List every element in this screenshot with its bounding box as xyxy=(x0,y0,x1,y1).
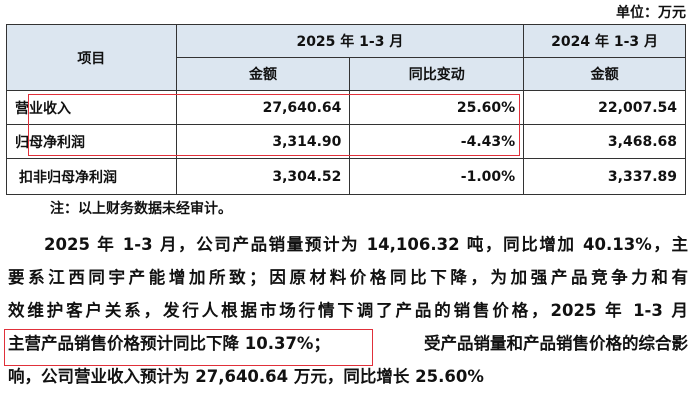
table-row: 归母净利润 3,314.90 -4.43% 3,468.68 xyxy=(6,124,686,159)
header-amount-2025: 金额 xyxy=(175,57,351,91)
header-period-2025: 2025 年 1-3 月 xyxy=(175,24,525,58)
paragraph-text: 受产品销量和产品销售价格的综合影 xyxy=(424,334,688,353)
table-note: 注：以上财务数据未经审计。 xyxy=(50,201,232,217)
row-yoy: 25.60% xyxy=(349,90,525,125)
paragraph-line: 效维护客户关系，发行人根据市场行情下调了产品的销售价格，2025 年 1-3 月 xyxy=(8,301,688,320)
unit-label: 单位：万元 xyxy=(616,5,686,21)
row-label: 营业收入 xyxy=(6,90,177,125)
row-label: 扣非归母净利润 xyxy=(6,158,177,195)
row-amount-2025: 3,314.90 xyxy=(175,124,351,159)
paragraph-line: 要系江西同宇产能增加所致；因原材料价格同比下降，为加强产品竞争力和有 xyxy=(8,268,688,287)
paragraph-line: 响，公司营业收入预计为 27,640.64 万元，同比增长 25.60% xyxy=(8,367,484,386)
paragraph-line: 2025 年 1-3 月，公司产品销量预计为 14,106.32 吨，同比增加 … xyxy=(44,235,688,254)
row-label: 归母净利润 xyxy=(6,124,177,159)
row-amount-2024: 22,007.54 xyxy=(523,90,686,125)
row-amount-2024: 3,337.89 xyxy=(523,158,686,195)
row-yoy: -1.00% xyxy=(349,158,525,195)
table-row: 扣非归母净利润 3,304.52 -1.00% 3,337.89 xyxy=(6,158,686,195)
row-yoy: -4.43% xyxy=(349,124,525,159)
body-paragraph: 2025 年 1-3 月，公司产品销量预计为 14,106.32 吨，同比增加 … xyxy=(8,228,688,393)
table-row: 营业收入 27,640.64 25.60% 22,007.54 xyxy=(6,90,686,125)
financial-table: 项目 2025 年 1-3 月 2024 年 1-3 月 金额 同比变动 金额 … xyxy=(6,24,686,195)
highlighted-price-text: 主营产品销售价格预计同比下降 10.37%； xyxy=(8,334,330,353)
header-amount-2024: 金额 xyxy=(523,57,686,91)
header-item: 项目 xyxy=(6,24,177,91)
header-yoy: 同比变动 xyxy=(349,57,525,91)
header-period-2024: 2024 年 1-3 月 xyxy=(523,24,686,58)
row-amount-2025: 3,304.52 xyxy=(175,158,351,195)
paragraph-line: 主营产品销售价格预计同比下降 10.37%； 受产品销量和产品销售价格的综合影 xyxy=(8,327,688,360)
row-amount-2025: 27,640.64 xyxy=(175,90,351,125)
row-amount-2024: 3,468.68 xyxy=(523,124,686,159)
